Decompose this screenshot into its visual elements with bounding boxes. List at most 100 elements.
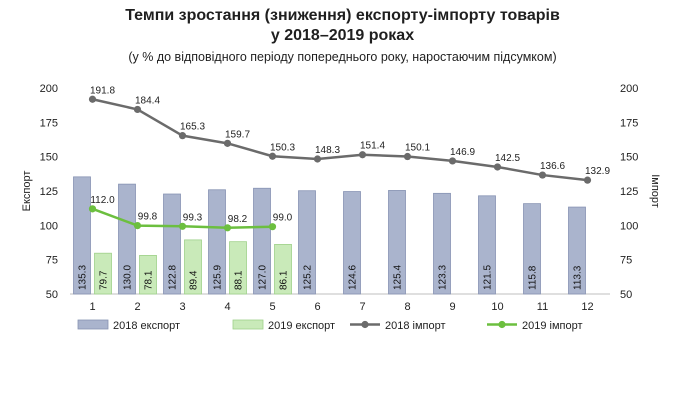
point-2018-імпорт [493,163,502,171]
bar-2018-експорт [343,191,361,295]
y-right-tick-label: 125 [620,186,638,198]
point-2018-імпорт [583,176,592,184]
point-2019-імпорт [133,222,142,230]
bar-value-label: 78.1 [144,270,155,290]
bar-value-label: 127.0 [258,265,269,290]
y-right-tick-label: 50 [620,289,632,301]
y-left-tick-label: 75 [46,255,58,267]
point-2018-імпорт [178,132,187,140]
bar-2018-експорт [433,192,451,295]
x-tick-label: 1 [89,301,95,313]
line-value-label: 191.8 [90,85,115,96]
y-right-axis-title: Імпорт [649,174,661,208]
bar-value-label: 79.7 [99,270,110,290]
line-value-label: 150.1 [405,143,430,154]
legend-marker [361,320,369,329]
chart-title-line1: Темпи зростання (зниження) експорту-імпо… [125,7,560,24]
bar-2018-експорт [208,189,226,295]
y-left-axis-title: Експорт [21,171,33,212]
bar-2018-експорт [163,193,181,295]
line-value-label: 142.5 [495,153,520,164]
bar-2018-експорт [73,176,91,295]
x-tick-label: 12 [581,301,593,313]
line-value-label: 159.7 [225,129,250,140]
point-2018-імпорт [268,152,277,160]
legend-swatch [77,319,109,330]
y-left-tick-label: 200 [40,83,58,95]
y-right-tick-label: 150 [620,152,638,164]
bar-2018-експорт [298,190,316,295]
x-tick-label: 5 [269,301,275,313]
y-right-tick-label: 100 [620,220,638,232]
x-tick-label: 2 [134,301,140,313]
point-2019-імпорт [268,223,277,231]
x-tick-label: 7 [359,301,365,313]
bar-value-label: 123.3 [438,265,449,290]
bar-value-label: 125.9 [213,265,224,290]
legend-swatch [232,319,264,330]
x-tick-label: 6 [314,301,320,313]
line-value-label: 151.4 [360,141,385,152]
bar-2018-експорт [478,195,496,295]
bar-value-label: 89.4 [189,270,200,290]
point-2018-імпорт [403,152,412,161]
x-tick-label: 9 [449,301,455,313]
bar-2019-експорт [139,255,157,295]
bar-value-label: 121.5 [483,265,494,290]
bar-2018-експорт [253,187,271,295]
legend-label: 2019 експорт [268,320,335,332]
y-left-tick-label: 150 [40,152,58,164]
x-tick-label: 3 [179,301,185,313]
bar-2018-експорт [118,183,136,295]
line-value-label: 148.3 [315,145,340,156]
bar-2019-експорт [184,239,202,295]
line-value-label: 146.9 [450,147,475,158]
point-2019-імпорт [178,222,187,230]
bar-2019-експорт [94,252,112,295]
x-tick-label: 8 [404,301,410,313]
bar-2018-експорт [388,190,406,295]
line-value-label: 99.3 [183,212,203,223]
legend-label: 2019 імпорт [522,320,583,332]
point-2018-імпорт [88,95,97,103]
point-2019-імпорт [223,224,232,232]
bar-value-label: 125.4 [393,265,404,290]
point-2018-імпорт [358,151,367,159]
point-2018-імпорт [538,171,547,179]
y-right-tick-label: 200 [620,83,638,95]
line-value-label: 99.0 [273,213,293,224]
bar-2018-експорт [568,206,586,295]
line-value-label: 136.6 [540,161,565,172]
bar-value-label: 86.1 [279,270,290,290]
legend-marker [498,320,506,329]
point-2018-імпорт [133,105,142,114]
legend-label: 2018 експорт [113,320,180,332]
line-value-label: 132.9 [585,166,610,177]
line-value-label: 165.3 [180,122,205,133]
point-2018-імпорт [448,157,457,165]
line-value-label: 112.0 [90,195,115,206]
x-tick-label: 11 [537,301,548,313]
y-left-tick-label: 50 [46,289,58,301]
point-2018-імпорт [223,139,232,147]
bar-value-label: 113.3 [573,265,584,290]
bar-value-label: 115.8 [528,265,539,290]
chart-title-line2: у 2018–2019 роках [270,27,415,44]
y-right-tick-label: 175 [620,117,638,129]
line-value-label: 99.8 [138,212,158,223]
chart-subtitle: (у % до відповідного періоду попередньог… [128,50,557,64]
bar-value-label: 135.3 [78,265,89,290]
line-value-label: 184.4 [135,95,160,106]
line-2018-імпорт [92,98,588,182]
line-value-label: 98.2 [228,214,248,225]
bar-value-label: 122.8 [168,265,179,290]
y-left-tick-label: 175 [40,117,58,129]
x-tick-label: 4 [224,301,230,313]
point-2019-імпорт [88,205,97,213]
point-2018-імпорт [313,155,322,163]
bar-value-label: 125.2 [303,265,314,290]
y-left-tick-label: 100 [40,220,58,232]
bar-value-label: 124.6 [348,265,359,290]
bar-2018-експорт [523,203,541,295]
